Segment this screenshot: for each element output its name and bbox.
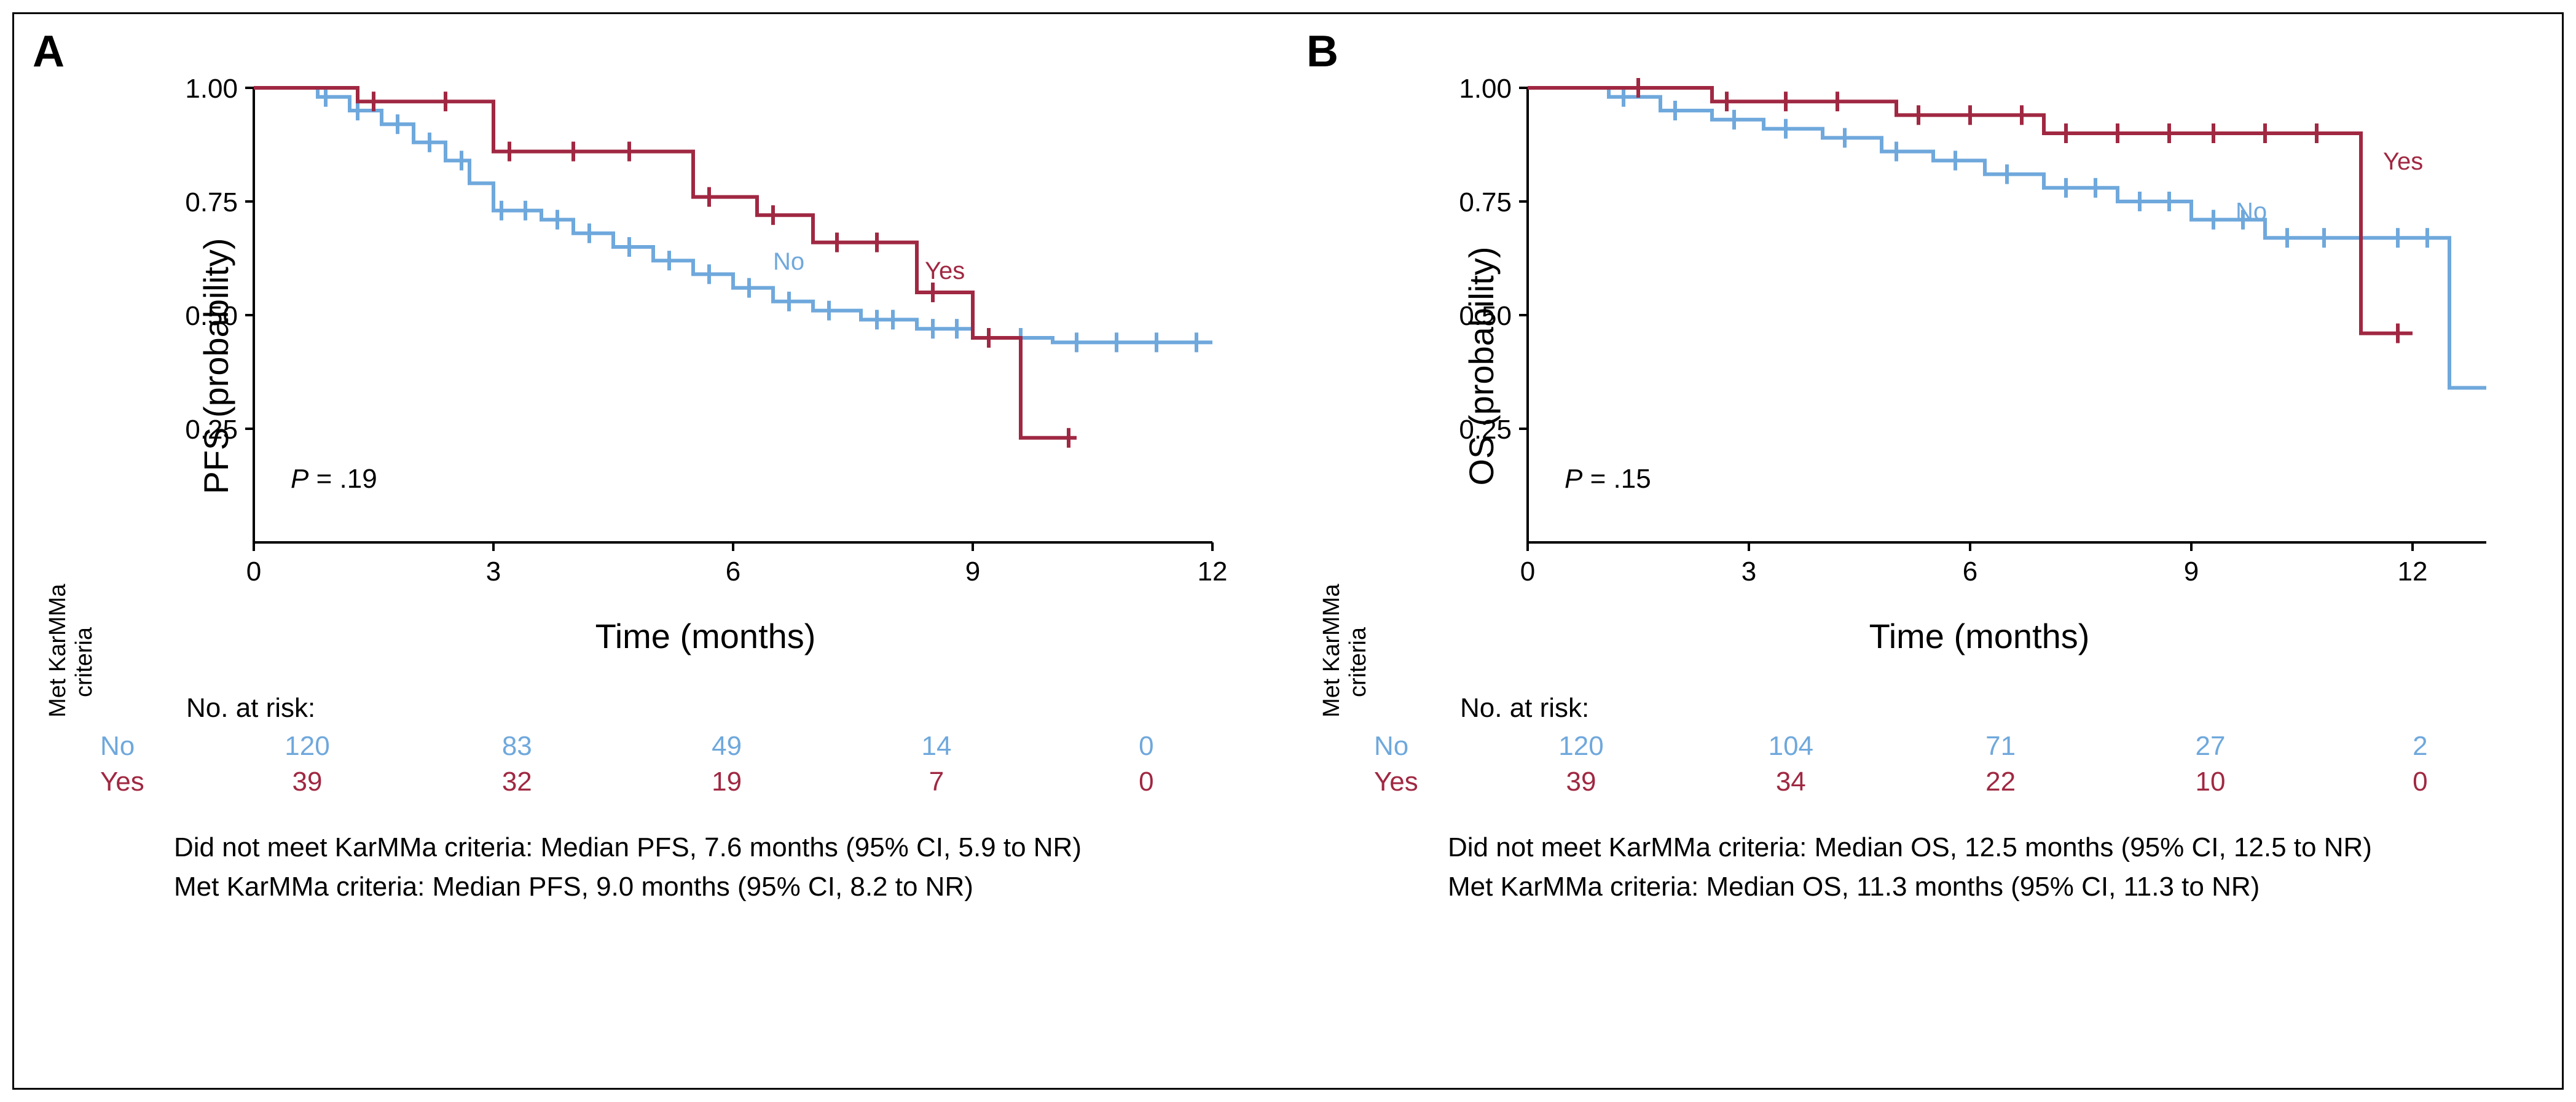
y-axis-label: PFS (probability) [196,238,236,494]
series-label-no: No [2236,198,2267,225]
risk-cell: 27 [2105,731,2315,762]
risk-cell: 2 [2315,731,2525,762]
svg-text:9: 9 [965,557,980,587]
risk-side-label: Met KarMMacriteria [45,607,98,717]
x-axis-label: Time (months) [1448,616,2511,656]
median-line: Did not meet KarMMa criteria: Median PFS… [174,828,1251,867]
svg-text:3: 3 [486,557,501,587]
svg-text:1.00: 1.00 [1459,76,1512,104]
risk-row: Yes 39321970 [63,767,1251,797]
median-summary: Did not meet KarMMa criteria: Median OS,… [1448,828,2525,907]
svg-text:0: 0 [246,557,261,587]
svg-text:12: 12 [2398,557,2428,587]
risk-cell: 0 [2315,767,2525,797]
svg-text:6: 6 [1963,557,1977,587]
risk-cell: 34 [1686,767,1896,797]
y-axis-label: OS (probability) [1461,246,1501,485]
risk-cell: 19 [622,767,831,797]
risk-row-label: Yes [63,767,165,797]
p-value-text: P = .19 [291,464,377,494]
panel-b-label: B [1306,26,1338,77]
risk-side-label: Met KarMMacriteria [1319,607,1372,717]
km-chart: 0.250.500.751.00036912NoYesP = .15 [1448,76,2511,604]
risk-row: No 1208349140 [63,731,1251,762]
km-chart: 0.250.500.751.00036912NoYesP = .19 [174,76,1237,604]
risk-cell: 39 [1476,767,1686,797]
median-line: Did not meet KarMMa criteria: Median OS,… [1448,828,2525,867]
series-label-yes: Yes [925,257,965,284]
risk-cell: 83 [412,731,622,762]
risk-cell: 0 [1042,731,1251,762]
svg-text:3: 3 [1742,557,1756,587]
svg-text:0.75: 0.75 [185,187,238,217]
svg-text:6: 6 [726,557,740,587]
risk-title: No. at risk: [186,693,1251,724]
risk-row-label: Yes [1337,767,1439,797]
risk-cell: 22 [1896,767,2105,797]
risk-cell: 10 [2105,767,2315,797]
median-summary: Did not meet KarMMa criteria: Median PFS… [174,828,1251,907]
risk-cell: 39 [202,767,412,797]
figure-container: A PFS (probability)0.250.500.751.0003691… [12,12,2564,1090]
panel-b: B OS (probability)0.250.500.751.00036912… [1288,14,2562,1088]
risk-cell: 14 [831,731,1041,762]
chart-wrap: OS (probability)0.250.500.751.00036912No… [1448,76,2525,656]
risk-cell: 32 [412,767,622,797]
risk-row: Yes 393422100 [1337,767,2525,797]
svg-text:0: 0 [1520,557,1535,587]
risk-cell: 104 [1686,731,1896,762]
svg-text:0.75: 0.75 [1459,187,1512,217]
at-risk-table: Met KarMMacriteriaNo. at risk:No12010471… [1337,693,2525,797]
svg-text:12: 12 [1198,557,1228,587]
risk-row: No 12010471272 [1337,731,2525,762]
risk-row-label: No [63,731,165,762]
risk-cell: 0 [1042,767,1251,797]
chart-wrap: PFS (probability)0.250.500.751.00036912N… [174,76,1251,656]
median-line: Met KarMMa criteria: Median OS, 11.3 mon… [1448,867,2525,907]
risk-cell: 120 [202,731,412,762]
risk-cell: 49 [622,731,831,762]
x-axis-label: Time (months) [174,616,1237,656]
svg-text:9: 9 [2184,557,2199,587]
risk-row-label: No [1337,731,1439,762]
p-value-text: P = .15 [1565,464,1651,494]
panel-a-label: A [33,26,65,77]
risk-title: No. at risk: [1460,693,2525,724]
series-label-yes: Yes [2383,148,2423,175]
at-risk-table: Met KarMMacriteriaNo. at risk:No12083491… [63,693,1251,797]
risk-cell: 120 [1476,731,1686,762]
risk-cell: 71 [1896,731,2105,762]
risk-cell: 7 [831,767,1041,797]
panel-a: A PFS (probability)0.250.500.751.0003691… [14,14,1288,1088]
median-line: Met KarMMa criteria: Median PFS, 9.0 mon… [174,867,1251,907]
svg-text:1.00: 1.00 [185,76,238,104]
series-label-no: No [773,248,804,275]
